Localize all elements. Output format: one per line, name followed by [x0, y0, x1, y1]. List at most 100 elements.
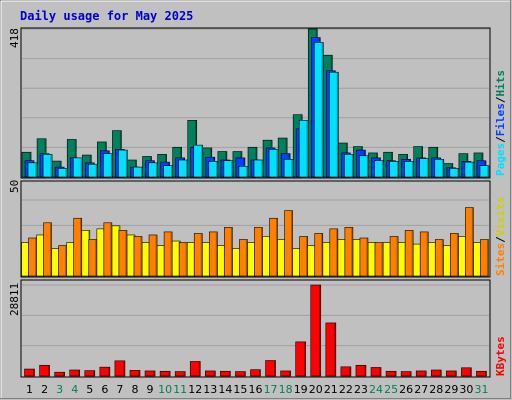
x-tick-label-6: 6 — [101, 383, 108, 396]
kbytes-bar-day-14 — [220, 370, 231, 377]
sites-bar-day-3-shade — [65, 246, 67, 276]
sites-bar-day-4-shade — [80, 218, 82, 276]
visits-ymax-label: 50 — [8, 180, 21, 193]
kbytes-bar-day-3 — [54, 371, 65, 377]
pages-bar-day-21 — [329, 71, 339, 178]
kbytes-bar-day-21 — [325, 322, 337, 377]
pages-bar-day-14-shade — [231, 161, 233, 177]
pages-bar-day-8 — [133, 166, 143, 178]
sites-bar-day-14-shade — [230, 227, 233, 276]
hits-ymax-label: 418 — [8, 28, 21, 48]
kbytes-bar-day-8 — [129, 370, 141, 377]
kbytes-bar-day-6-shade — [108, 367, 110, 376]
pages-bar-day-7 — [118, 149, 128, 178]
x-tick-label-4: 4 — [71, 383, 78, 396]
kbytes-bar-day-12 — [189, 361, 201, 377]
kbytes-ymax-label: 28811 — [8, 283, 21, 316]
pages-bar-day-5 — [87, 163, 98, 178]
sites-bar-day-15-shade — [245, 240, 248, 276]
sites-bar-day-24 — [374, 242, 384, 277]
legend-files: Files — [494, 103, 507, 136]
sites-bar-day-12 — [193, 233, 203, 277]
legend-sites: Sites — [494, 243, 507, 276]
kbytes-bar-day-15-shade — [243, 372, 246, 376]
sites-bar-day-26 — [404, 230, 414, 277]
sites-bar-day-13 — [209, 231, 218, 277]
x-tick-label-21: 21 — [324, 383, 338, 396]
pages-bar-day-17 — [268, 149, 279, 178]
pages-bar-day-22 — [344, 154, 354, 178]
pages-bar-day-6 — [103, 153, 113, 178]
sites-bar-day-22-shade — [351, 227, 353, 276]
x-tick-label-24: 24 — [369, 383, 383, 396]
pages-bar-day-9 — [148, 162, 158, 178]
sites-bar-day-18 — [284, 210, 293, 277]
pages-bar-day-4-shade — [80, 158, 82, 177]
pages-bar-day-19 — [298, 120, 309, 178]
sites-bar-day-15 — [239, 239, 248, 277]
kbytes-bar-day-11-shade — [183, 372, 185, 376]
sites-bar-day-17-shade — [276, 218, 278, 276]
sites-bar-day-23 — [359, 237, 369, 277]
sites-bar-day-10 — [163, 231, 173, 277]
sites-bar-day-29-shade — [456, 233, 459, 276]
kbytes-bar-day-19 — [295, 341, 306, 377]
sites-bar-day-19-shade — [306, 236, 308, 276]
sites-bar-day-27 — [419, 231, 429, 277]
sites-bar-day-27-shade — [426, 232, 428, 276]
kbytes-bar-day-3-shade — [63, 372, 65, 376]
pages-bar-day-17-shade — [276, 149, 278, 177]
sites-bar-day-16 — [254, 227, 263, 277]
pages-bar-day-15-shade — [246, 166, 248, 177]
sites-bar-day-19 — [299, 236, 308, 277]
pages-bar-day-28-shade — [442, 159, 444, 177]
pages-bar-day-31 — [479, 165, 490, 178]
pages-bar-day-27-shade — [427, 159, 429, 177]
sites-bar-day-1 — [28, 237, 37, 277]
svg-text:Sites/Visits: Sites/Visits — [494, 197, 507, 277]
pages-bar-day-24-shade — [382, 161, 384, 177]
bars-layer — [21, 28, 490, 377]
sites-bar-day-20 — [314, 233, 324, 277]
sites-bar-day-9 — [148, 234, 158, 277]
svg-text:Pages/Files/Hits: Pages/Files/Hits — [494, 70, 507, 176]
sites-bar-day-22 — [344, 227, 354, 277]
kbytes-bar-day-9 — [144, 370, 156, 377]
kbytes-bar-day-5 — [84, 370, 96, 377]
pages-bar-day-6-shade — [110, 154, 113, 177]
sites-bar-day-23-shade — [366, 238, 368, 276]
pages-bar-day-5-shade — [95, 164, 97, 177]
kbytes-bar-day-9-shade — [153, 371, 155, 376]
kbytes-bar-day-26-shade — [409, 372, 411, 376]
x-tick-label-11: 11 — [173, 383, 187, 396]
sites-bar-day-5 — [88, 239, 98, 277]
pages-bar-day-29 — [449, 168, 460, 178]
pages-bar-day-20-shade — [321, 42, 323, 177]
kbytes-bar-day-2 — [39, 364, 50, 377]
pages-bar-day-3-shade — [65, 169, 67, 177]
sites-bar-day-20-shade — [321, 233, 323, 276]
sites-bar-day-12-shade — [200, 233, 202, 276]
kbytes-bar-day-4-shade — [78, 370, 80, 376]
x-tick-label-17: 17 — [264, 383, 278, 396]
pages-bar-day-28 — [434, 158, 445, 178]
x-tick-label-26: 26 — [399, 383, 413, 396]
kbytes-bar-day-10-shade — [168, 371, 170, 376]
kbytes-bar-day-16-shade — [259, 370, 261, 376]
pages-bar-day-29-shade — [457, 169, 459, 177]
kbytes-bar-day-27 — [415, 370, 427, 377]
sites-bar-day-2-shade — [50, 223, 52, 276]
kbytes-bar-day-23 — [355, 364, 367, 377]
sites-bar-day-9-shade — [155, 235, 157, 276]
pages-bar-day-16 — [253, 159, 264, 178]
x-tick-label-3: 3 — [56, 383, 63, 396]
x-tick-label-12: 12 — [188, 383, 202, 396]
pages-bar-day-23 — [359, 155, 369, 178]
kbytes-bar-day-20 — [310, 284, 322, 377]
kbytes-bar-day-11 — [174, 371, 186, 377]
sites-bar-day-4 — [73, 217, 83, 277]
sites-bar-day-21-shade — [336, 229, 338, 276]
pages-bar-day-12-shade — [201, 145, 203, 177]
kbytes-bar-day-18-shade — [289, 371, 291, 376]
sites-bar-day-6 — [103, 222, 113, 277]
